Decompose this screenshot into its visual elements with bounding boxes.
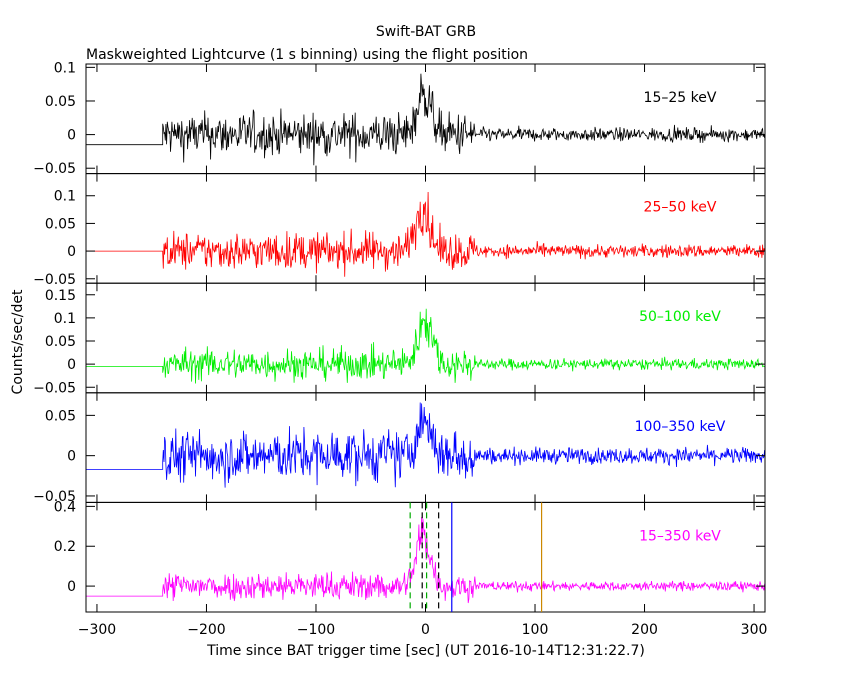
panel-3: −0.05 0 0.05 0.1 0.15 50–100 keV bbox=[33, 282, 766, 396]
y-tick-label-4-2: 0.05 bbox=[45, 408, 76, 424]
y-tick-label-3-4: 0.15 bbox=[45, 288, 76, 304]
y-tick-label-5-0: 0 bbox=[67, 579, 76, 595]
x-tick-label-2: −100 bbox=[297, 622, 335, 638]
panel-label-1: 15–25 keV bbox=[644, 90, 717, 106]
y-tick-label-5-1: 0.2 bbox=[54, 539, 76, 555]
panel-frame-3 bbox=[85, 282, 766, 394]
series-line-3 bbox=[86, 308, 765, 384]
panel-4: −0.05 0 0.05 100–350 keV bbox=[33, 392, 766, 505]
x-tick-label-1: −200 bbox=[187, 622, 225, 638]
series-line-4 bbox=[86, 402, 765, 488]
panel-frame-1 bbox=[85, 63, 766, 175]
panel-2: −0.05 0 0.05 0.1 25–50 keV bbox=[33, 173, 766, 288]
panels-group: −0.05 0 0.05 0.1 15–25 keV −0.05 0 0.05 0.1 25–50… bbox=[33, 60, 767, 638]
series-line-2 bbox=[86, 191, 765, 277]
y-tick-label-2-2: 0.05 bbox=[45, 216, 76, 232]
y-axis-label: Counts/sec/det bbox=[10, 289, 26, 394]
panel-frame-5 bbox=[85, 501, 766, 613]
y-tick-label-3-2: 0.05 bbox=[45, 334, 76, 350]
y-tick-label-2-3: 0.1 bbox=[54, 189, 76, 205]
panel-1: −0.05 0 0.05 0.1 15–25 keV bbox=[33, 60, 766, 177]
y-tick-label-3-1: 0 bbox=[67, 357, 76, 373]
series-line-5 bbox=[86, 516, 765, 604]
chart-title: Swift-BAT GRB bbox=[376, 24, 476, 40]
y-tick-label-5-2: 0.4 bbox=[54, 499, 76, 515]
y-tick-label-2-1: 0 bbox=[67, 244, 76, 260]
x-tick-label-5: 200 bbox=[631, 622, 658, 638]
y-tick-label-4-1: 0 bbox=[67, 449, 76, 465]
panel-label-5: 15–350 keV bbox=[639, 528, 721, 544]
panel-frame-2 bbox=[85, 173, 766, 284]
series-line-1 bbox=[86, 73, 765, 166]
panel-frame-4 bbox=[85, 392, 766, 503]
y-tick-label-2-0: −0.05 bbox=[33, 272, 76, 288]
x-tick-label-6: 300 bbox=[741, 622, 768, 638]
x-axis-label: Time since BAT trigger time [sec] (UT 20… bbox=[206, 643, 645, 659]
x-tick-label-0: −300 bbox=[78, 622, 116, 638]
y-tick-label-3-3: 0.1 bbox=[54, 311, 76, 327]
panel-label-4: 100–350 keV bbox=[635, 419, 726, 435]
y-tick-label-1-3: 0.1 bbox=[54, 60, 76, 76]
panel-label-3: 50–100 keV bbox=[639, 309, 721, 325]
y-tick-label-3-0: −0.05 bbox=[33, 380, 76, 396]
x-tick-label-3: 0 bbox=[421, 622, 430, 638]
panel-5: 0 0.2 0.4 15–350 keV bbox=[54, 499, 766, 613]
y-tick-label-1-1: 0 bbox=[67, 128, 76, 144]
y-tick-label-4-0: −0.05 bbox=[33, 489, 76, 505]
chart-subtitle: Maskweighted Lightcurve (1 s binning) us… bbox=[86, 47, 528, 63]
x-tick-label-4: 100 bbox=[522, 622, 549, 638]
y-tick-label-1-2: 0.05 bbox=[45, 94, 76, 110]
y-tick-label-1-0: −0.05 bbox=[33, 161, 76, 177]
panel-label-2: 25–50 keV bbox=[644, 200, 717, 216]
